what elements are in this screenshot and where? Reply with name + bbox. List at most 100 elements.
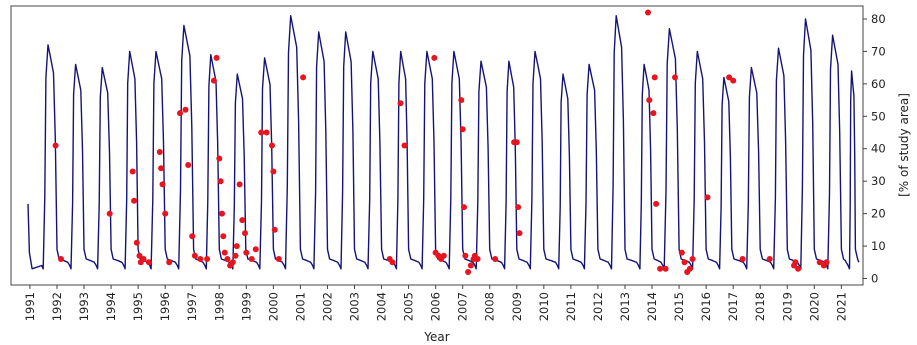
x-tick-label: 1997 [185,292,199,321]
data-point [681,259,688,266]
x-tick-label: 2006 [429,292,443,321]
y-tick-label: 20 [871,207,886,221]
data-point [397,100,404,107]
x-tick-label: 1992 [50,292,64,321]
x-tick-label: 1994 [104,292,118,321]
series-line [27,15,860,270]
data-point [185,162,192,168]
data-point [229,259,236,266]
data-point [271,226,278,233]
data-point [465,269,472,275]
x-axis: 1991 1992 1993 1994 1995 1996 1997 1998 1999 2000… [23,285,848,321]
x-tick-label: 2016 [699,292,713,321]
data-point [219,210,225,217]
data-point [686,265,693,272]
data-point [730,77,737,84]
y-tick-label: 50 [871,109,886,123]
data-point [678,249,685,256]
y-tick-label: 60 [871,77,886,91]
data-point [221,249,228,256]
data-point [645,9,651,16]
data-point [52,142,59,149]
data-point [136,252,143,259]
data-point [210,77,217,84]
data-point [689,256,696,262]
data-point [467,262,474,269]
data-point [461,204,467,211]
x-tick-label: 2015 [672,292,686,321]
data-point [474,256,481,262]
y-axis-label: [% of study area] [897,93,911,197]
x-tick-label: 2000 [266,292,280,321]
data-point [162,210,169,217]
data-point [189,233,196,240]
x-tick-label: 1991 [23,292,37,321]
data-point [275,256,282,262]
data-point [823,259,830,266]
x-tick-label: 2011 [564,292,578,321]
data-point [650,110,657,117]
data-point [459,126,466,133]
x-tick-label: 2002 [320,292,334,321]
data-point [816,259,823,266]
data-point [166,259,173,266]
data-point [440,252,447,259]
data-point [515,204,522,211]
data-point [726,74,733,81]
y-axis: 0 10 20 30 40 50 60 70 80 [863,12,886,286]
data-point [431,54,438,61]
plot-frame [10,5,864,286]
data-point [653,200,660,207]
points-layer [52,9,830,275]
x-tick-label: 1995 [131,292,145,321]
data-point [462,252,469,259]
data-point [704,194,711,201]
data-point [182,106,189,113]
data-point [646,97,653,104]
y-tick-label: 40 [871,142,886,156]
data-point [662,265,669,272]
data-point [248,256,255,262]
x-tick-label: 2019 [780,292,794,321]
x-tick-label: 2014 [645,292,659,321]
data-point [657,265,664,272]
x-tick-label: 1998 [212,292,226,321]
x-tick-label: 2020 [807,292,821,321]
data-point [269,142,275,149]
data-point [224,256,231,262]
data-point [401,142,408,149]
data-point [458,97,465,104]
x-tick-label: 1996 [158,292,172,321]
data-point [145,259,152,266]
x-tick-label: 2013 [618,292,632,321]
data-point [131,197,138,204]
data-point [492,256,499,262]
data-point [140,256,147,262]
data-point [258,129,265,136]
data-point [58,256,64,262]
data-point [739,256,746,262]
data-point [159,181,166,188]
x-axis-label: Year [423,330,449,344]
series-layer [27,15,860,270]
data-point [766,256,773,262]
data-point [216,155,223,162]
x-tick-label: 2021 [834,292,848,321]
data-point [106,210,113,217]
y-tick-label: 10 [871,239,886,253]
y-tick-label: 30 [871,174,886,188]
data-point [513,139,520,146]
data-point [191,252,198,259]
data-point [217,178,224,185]
data-point [158,165,165,172]
y-tick-label: 70 [871,44,886,58]
x-tick-label: 1999 [239,292,253,321]
data-point [233,243,240,250]
data-point [243,249,250,256]
data-point [177,110,183,117]
y-tick-label: 80 [871,12,886,26]
data-point [220,233,227,240]
x-tick-label: 2003 [348,292,362,321]
data-point [204,256,211,262]
data-point [197,256,204,262]
